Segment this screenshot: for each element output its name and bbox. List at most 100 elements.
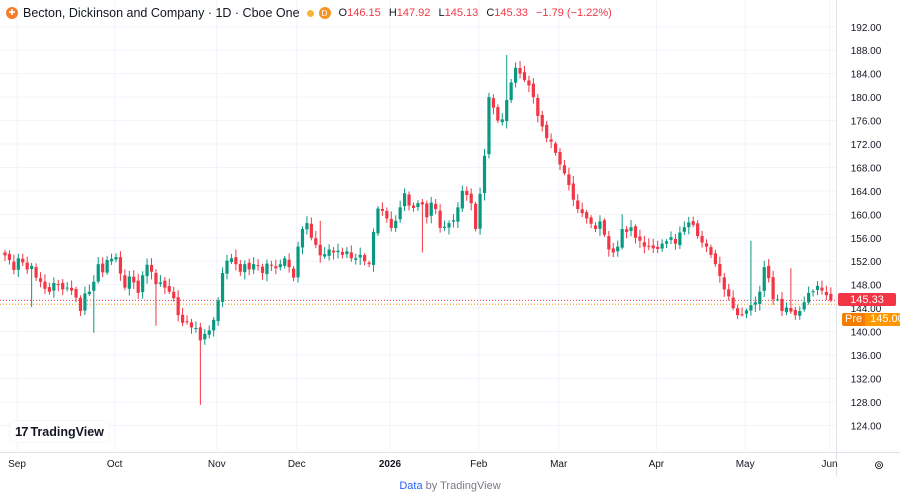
candle bbox=[363, 253, 367, 266]
candle-body bbox=[70, 287, 74, 291]
candle-body bbox=[212, 319, 216, 331]
candle-body bbox=[269, 264, 273, 266]
candle-body bbox=[474, 203, 478, 229]
candle-body bbox=[363, 255, 367, 262]
candle-body bbox=[16, 258, 20, 270]
tradingview-watermark[interactable]: 17 TradingView bbox=[10, 421, 109, 442]
candle-body bbox=[576, 200, 580, 210]
candle-body bbox=[220, 272, 225, 302]
candle-body bbox=[109, 258, 114, 262]
pre-market-value: 145.00 bbox=[865, 313, 900, 326]
candle-body bbox=[74, 289, 78, 298]
candle-body bbox=[83, 293, 87, 311]
candle-body bbox=[358, 254, 362, 258]
candle-body bbox=[469, 193, 473, 204]
candle-body bbox=[305, 223, 309, 230]
candle-body bbox=[425, 203, 429, 218]
candle-body bbox=[30, 265, 34, 269]
candle-body bbox=[216, 300, 220, 322]
candle-body bbox=[203, 333, 207, 340]
time-tick-label: 2026 bbox=[379, 459, 402, 470]
candle-body bbox=[482, 155, 487, 194]
candle-body bbox=[460, 190, 464, 209]
candle bbox=[620, 214, 624, 250]
candle bbox=[358, 247, 362, 265]
candle bbox=[673, 233, 678, 250]
candle bbox=[278, 259, 282, 271]
candle bbox=[580, 202, 584, 217]
price-tick-label: 144.00 bbox=[851, 304, 882, 315]
candle bbox=[349, 245, 353, 262]
candle-body bbox=[101, 263, 105, 273]
candle bbox=[500, 113, 504, 126]
candle bbox=[376, 206, 380, 237]
candle-body bbox=[229, 258, 234, 263]
candle bbox=[829, 287, 833, 303]
candle-body bbox=[669, 237, 673, 240]
candle-body bbox=[172, 291, 176, 299]
candle-body bbox=[749, 305, 753, 311]
candle bbox=[713, 249, 717, 267]
candles bbox=[3, 54, 833, 405]
candle bbox=[56, 279, 60, 292]
candle-body bbox=[434, 203, 438, 210]
time-tick-label: Feb bbox=[470, 459, 488, 470]
candle bbox=[16, 253, 20, 277]
candle-body bbox=[767, 265, 771, 279]
candle bbox=[789, 268, 793, 314]
candle bbox=[296, 241, 300, 283]
candle-body bbox=[829, 293, 833, 301]
candle-body bbox=[376, 208, 380, 234]
candle-body bbox=[136, 280, 140, 293]
candle-body bbox=[3, 252, 7, 256]
candle bbox=[638, 229, 642, 248]
candle-body bbox=[34, 267, 38, 278]
candle-body bbox=[607, 236, 611, 250]
candle bbox=[283, 255, 287, 269]
candle bbox=[158, 274, 162, 287]
candle bbox=[345, 247, 349, 259]
candle bbox=[78, 295, 83, 316]
symbol-title[interactable]: Becton, Dickinson and Company · 1D · Cbo… bbox=[23, 6, 300, 20]
time-tick-label: Jun bbox=[821, 459, 837, 470]
settings-icon[interactable]: ⊚ bbox=[874, 458, 885, 472]
candle bbox=[269, 260, 273, 272]
candle-body bbox=[438, 210, 442, 228]
candle bbox=[145, 258, 149, 284]
market-status-icon[interactable] bbox=[306, 9, 314, 17]
candle bbox=[700, 230, 704, 248]
candle-body bbox=[642, 242, 646, 247]
candle bbox=[61, 279, 65, 296]
candle-body bbox=[61, 282, 65, 290]
candle-body bbox=[611, 248, 615, 253]
candle bbox=[522, 65, 527, 83]
candle bbox=[416, 200, 420, 211]
price-tick-label: 176.00 bbox=[851, 117, 882, 128]
candle-body bbox=[496, 107, 500, 121]
candle bbox=[647, 238, 651, 251]
candle-body bbox=[336, 250, 340, 253]
candle bbox=[767, 259, 771, 283]
candle-body bbox=[700, 235, 704, 243]
candle-body bbox=[256, 265, 260, 267]
candle-body bbox=[500, 119, 504, 123]
candle-body bbox=[780, 298, 784, 312]
candle-body bbox=[141, 275, 145, 293]
candle-body bbox=[252, 264, 256, 270]
open-label: O bbox=[338, 7, 348, 19]
delayed-data-badge[interactable]: D bbox=[318, 7, 331, 19]
candle bbox=[514, 62, 518, 88]
candle bbox=[309, 217, 313, 241]
candle bbox=[252, 257, 256, 275]
candle bbox=[243, 260, 247, 280]
candle bbox=[434, 198, 438, 215]
candle-body bbox=[243, 264, 247, 273]
data-link[interactable]: Data bbox=[399, 480, 423, 492]
candle bbox=[549, 133, 553, 149]
price-tick-label: 156.00 bbox=[851, 234, 882, 245]
tradingview-logo-icon: 17 bbox=[15, 424, 29, 439]
candle bbox=[815, 281, 820, 296]
candle-body bbox=[398, 207, 402, 220]
candle-body bbox=[198, 327, 202, 341]
